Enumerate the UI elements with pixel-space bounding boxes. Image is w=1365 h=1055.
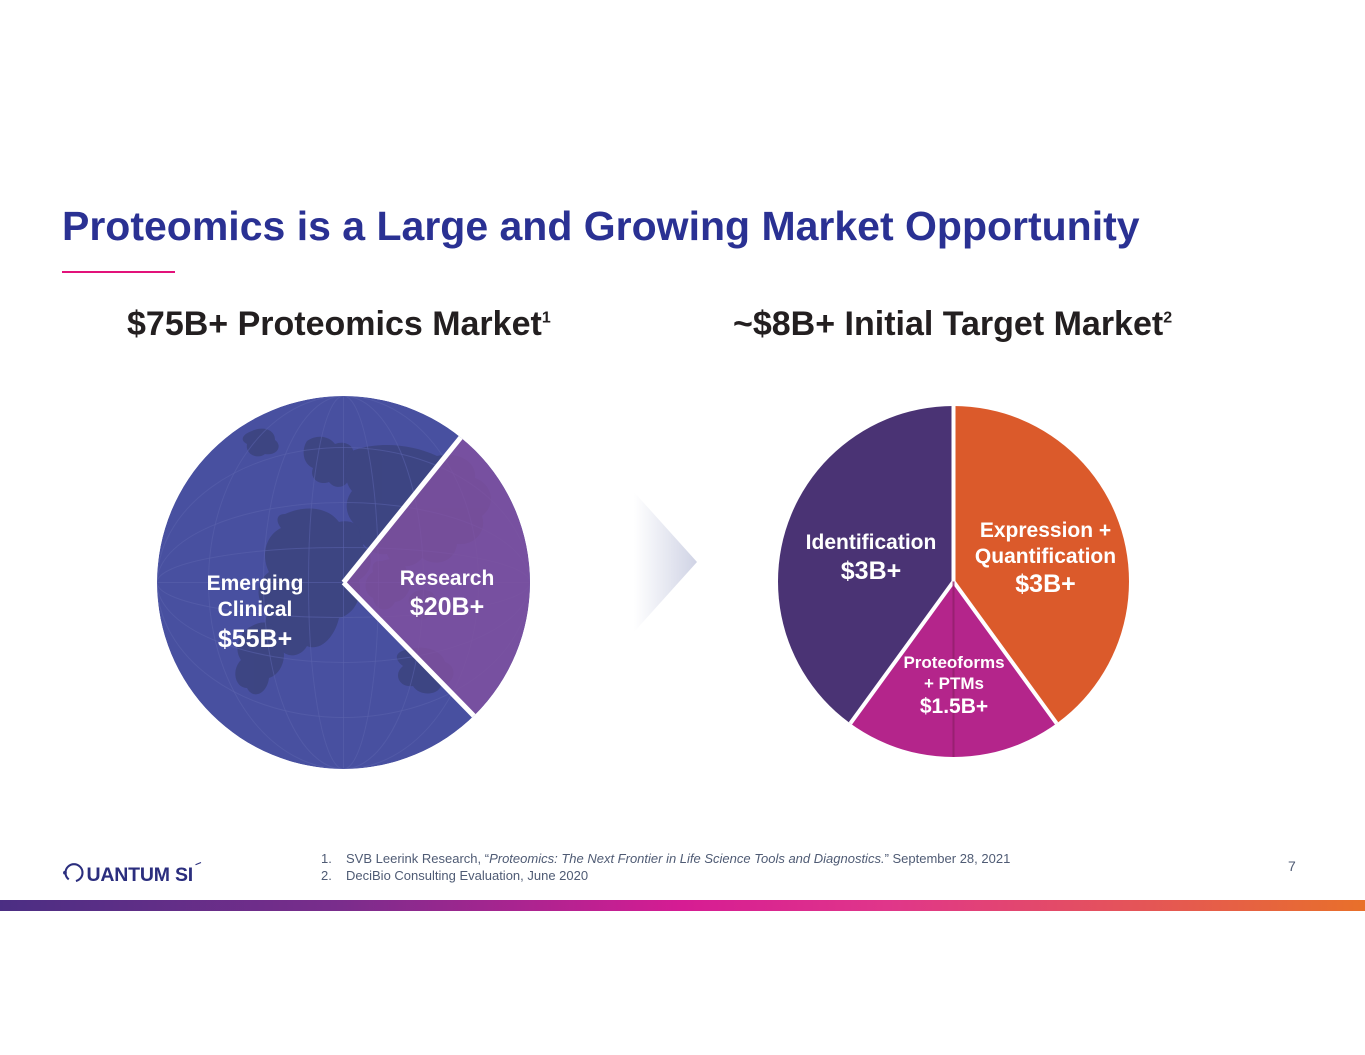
svg-text:UANTUM SI: UANTUM SI	[87, 864, 194, 886]
